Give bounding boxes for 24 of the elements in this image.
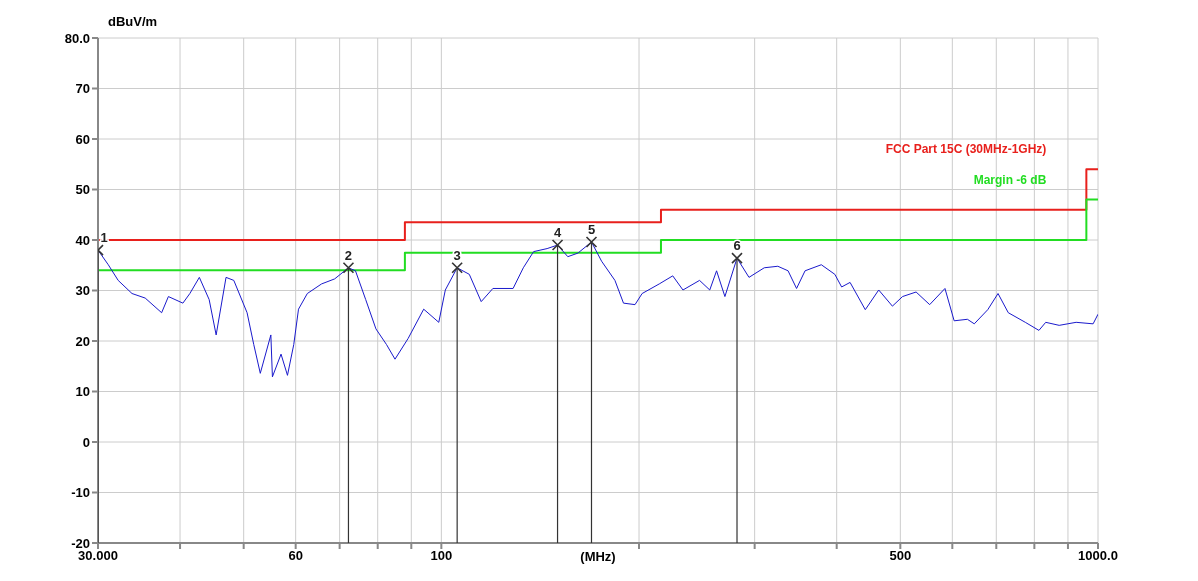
y-tick-label: 60 xyxy=(75,131,90,147)
text: FCC Part 15C (30MHz-1GHz) xyxy=(885,142,1047,157)
x-tick-label: 500 xyxy=(889,548,912,564)
y-tick-label: 50 xyxy=(75,182,90,198)
annotation: 6 xyxy=(733,238,741,254)
y-tick-label: 40 xyxy=(75,232,90,248)
x-tick-label: 1000.0 xyxy=(1078,548,1118,564)
x-tick-label: 100 xyxy=(430,548,453,564)
y-tick-label: 70 xyxy=(75,81,90,97)
annotation: 2 xyxy=(344,247,353,263)
y-tick-label: 80.0 xyxy=(64,30,90,46)
y-axis-title: dBuV/m xyxy=(108,14,158,29)
text: Margin -6 dB xyxy=(973,172,1047,187)
y-tick-label: 10 xyxy=(75,384,90,400)
x-tick-label: 60 xyxy=(288,548,303,564)
y-tick-label: -10 xyxy=(71,485,90,501)
y-tick-label: 30 xyxy=(75,283,90,299)
y-tick-label: -20 xyxy=(71,535,90,551)
x-tick-label: 30.000 xyxy=(78,548,118,564)
annotation: 4 xyxy=(553,225,562,241)
x-axis-title: (MHz) xyxy=(580,549,616,564)
y-tick-label: 20 xyxy=(75,333,90,349)
annotation: 5 xyxy=(587,222,596,238)
y-tick-label: 0 xyxy=(82,434,90,450)
